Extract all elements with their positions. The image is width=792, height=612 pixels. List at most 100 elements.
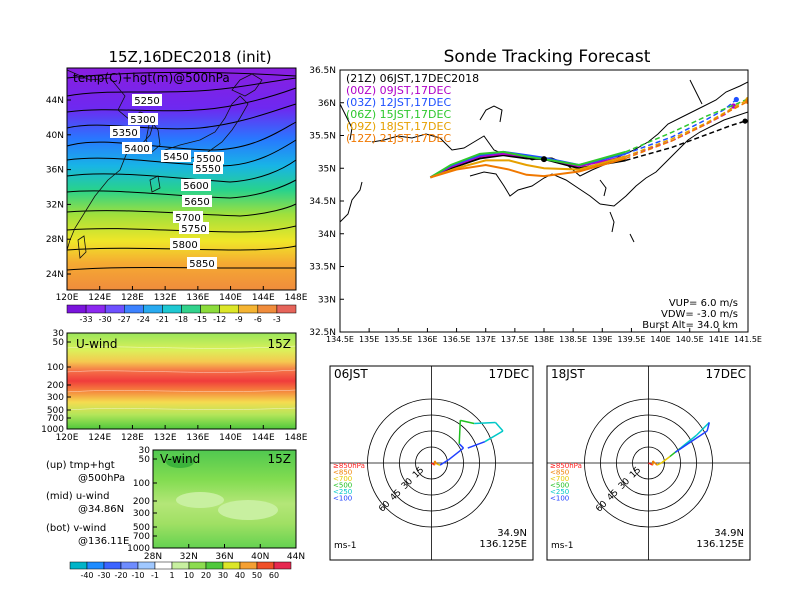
- contour-label: 5250: [134, 96, 159, 107]
- temp-colorbar-cell: [124, 304, 144, 314]
- landing-point: [733, 96, 739, 103]
- contour-label-bg: [187, 257, 217, 269]
- track-lon-label: 138.5E: [559, 335, 587, 344]
- lon-label: 148E: [285, 293, 308, 303]
- track-series: [429, 96, 748, 179]
- hodograph-segment: [680, 434, 697, 449]
- contour-label: 5800: [172, 240, 197, 251]
- wind-colorbar-cell: [171, 561, 190, 570]
- lat-label: 44N: [46, 96, 64, 106]
- temp-colorbar-tick: -15: [194, 315, 207, 324]
- panel-legend-line: @34.86N: [78, 504, 124, 515]
- vwind-lat-label: 28N: [144, 552, 162, 562]
- temp-colorbar-tick: -24: [137, 315, 150, 324]
- contour-label: 5300: [130, 115, 155, 126]
- hodograph-legend-item: <250: [550, 488, 569, 496]
- panel-legend-line: @136.11E: [78, 536, 129, 547]
- track-lat-label: 36.5N: [309, 66, 336, 76]
- wind-colorbar-cell: [222, 561, 241, 570]
- hodograph-legend-item: ≥850hPa: [550, 462, 582, 470]
- lat-label: 40N: [46, 131, 64, 141]
- track-legend: (21Z) 06JST,17DEC2018(00Z) 09JST,17DEC(0…: [346, 72, 479, 145]
- panel-legend-line: (up) tmp+hgt: [46, 460, 115, 471]
- uwind-p-label: 1000: [41, 425, 64, 435]
- wind-colorbar-tick: 30: [218, 571, 228, 580]
- contour-label: 5700: [175, 213, 200, 224]
- vwind-p-label: 30: [139, 446, 151, 456]
- track-line-forecast: [625, 100, 748, 160]
- contour-label: 5750: [181, 224, 206, 235]
- temp-colorbar-cell: [238, 304, 259, 314]
- landing-point: [745, 98, 748, 105]
- hodograph-legend-item: <700: [333, 475, 352, 483]
- hodograph-segment: [652, 460, 658, 466]
- track-line-forecast: [625, 97, 748, 153]
- track-lat-label: 36N: [318, 99, 336, 109]
- hodograph-segment: [458, 420, 462, 444]
- panel-legend-line: @500hPa: [78, 473, 125, 484]
- track-line: [429, 154, 626, 179]
- uwind-p-label: 30: [53, 329, 65, 339]
- contour-label: 5650: [184, 197, 209, 208]
- panel-legend-line: (bot) v-wind: [46, 523, 106, 534]
- track-legend-item: (12Z) 21JST,17DEC: [346, 132, 451, 145]
- track-lon-label: 141E: [709, 335, 729, 344]
- uwind-time: 15Z: [268, 337, 292, 351]
- lon-label: 120E: [56, 293, 79, 303]
- hodograph-unit: ms-1: [334, 541, 356, 551]
- vwind-lat-label: 36N: [215, 552, 233, 562]
- track-lat-label: 34.5N: [309, 197, 336, 207]
- contour-label: 5350: [112, 128, 137, 139]
- hodograph-ring: [584, 398, 713, 528]
- hodograph-segment: [467, 440, 486, 449]
- wind-colorbar-cell: [103, 561, 122, 570]
- hodograph-segment: [434, 460, 438, 465]
- hodograph-legend-item: <100: [550, 495, 569, 503]
- temp-colorbar: -33 -30 -27 -24 -21 -18 -15 -12 -9 -6 -3: [66, 304, 297, 324]
- track-lon-label: 135E: [359, 335, 379, 344]
- uwind-lon-labels: 120E 124E 128E 132E 136E 140E 144E 148E: [56, 425, 308, 443]
- uwind-lon-label: 120E: [56, 433, 79, 443]
- vwind-p-label: 300: [133, 509, 150, 519]
- temp-colorbar-tick: -30: [99, 315, 112, 324]
- hodograph-date: 17DEC: [489, 367, 529, 381]
- hodograph-date: 17DEC: [706, 367, 746, 381]
- hodograph-segment: [656, 462, 662, 466]
- temp-colorbar-tick: -3: [273, 315, 281, 324]
- contour-label-bg: [110, 126, 140, 138]
- hodograph-time: 18JST: [551, 367, 585, 381]
- panel-legend-line: (mid) u-wind: [46, 491, 109, 502]
- hodograph-segment: [436, 463, 441, 466]
- wind-colorbar-tick: -40: [80, 571, 93, 580]
- track-title: Sonde Tracking Forecast: [444, 47, 651, 67]
- hodograph-legend-item: <100: [333, 495, 352, 503]
- hodograph-legend-item: <850: [333, 469, 352, 477]
- hodograph-time: 06JST: [334, 367, 368, 381]
- vwind-p-label: 700: [133, 532, 150, 542]
- track-lat-label: 34N: [318, 230, 336, 240]
- hodograph-ring: [600, 414, 697, 512]
- vwind-lat-labels: 28N 32N 36N 40N 44N: [144, 544, 305, 562]
- uwind-lon-label: 136E: [186, 433, 209, 443]
- uwind-lon-label: 144E: [252, 433, 275, 443]
- contour-label: 5400: [124, 144, 149, 155]
- hodograph-lon: 136.125E: [479, 539, 527, 550]
- temp-colorbar-tick: -12: [213, 315, 226, 324]
- uwind-p-label: 50: [53, 338, 65, 348]
- track-lat-labels: 36.5N 36N 35.5N 35N 34.5N 34N 33.5N 33N 32.5N: [309, 66, 344, 338]
- lat-label: 28N: [46, 235, 64, 245]
- wind-colorbar: -40 -30 -20 -10 -1 1 10 20 30 40 50 60: [69, 561, 292, 580]
- track-param: Burst Alt= 34.0 km: [642, 320, 738, 331]
- track-line-forecast: [625, 98, 737, 155]
- lon-label: 124E: [88, 293, 111, 303]
- wind-colorbar-cell: [188, 561, 207, 570]
- track-lon-label: 136E: [417, 335, 437, 344]
- track-lon-label: 138E: [534, 335, 554, 344]
- vwind-time: 15Z: [268, 452, 292, 466]
- uwind-lon-label: 132E: [154, 433, 177, 443]
- hodograph-segment: [706, 422, 711, 432]
